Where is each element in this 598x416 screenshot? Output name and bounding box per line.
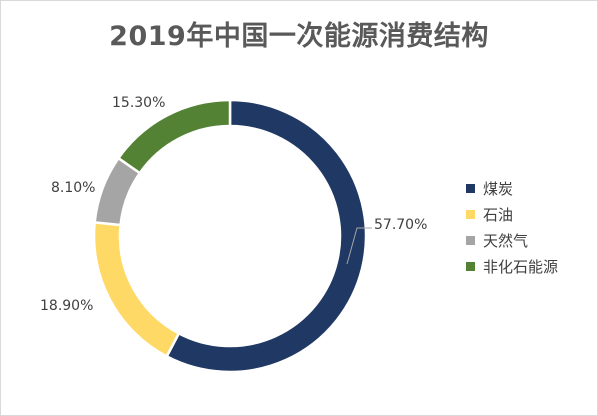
legend-swatch — [466, 261, 475, 271]
chart-title: 2019年中国一次能源消费结构 — [109, 21, 489, 52]
legend-swatch — [466, 183, 475, 193]
slice-4 — [116, 98, 232, 175]
data-label-2: 18.90% — [40, 298, 93, 314]
legend-swatch — [466, 209, 475, 219]
data-label-4: 15.30% — [112, 95, 165, 111]
legend-swatch — [466, 235, 475, 245]
slice-2 — [92, 220, 181, 359]
legend-label: 天然气 — [483, 231, 529, 250]
legend: 煤炭石油天然气非化石能源 — [466, 175, 558, 279]
data-label-1: 57.70% — [374, 217, 427, 233]
slice-1 — [165, 98, 368, 374]
data-label-3: 8.10% — [51, 180, 95, 196]
legend-item: 石油 — [466, 201, 558, 227]
legend-item: 煤炭 — [466, 175, 558, 201]
leader-line — [346, 227, 372, 265]
legend-item: 天然气 — [466, 227, 558, 253]
legend-label: 石油 — [483, 205, 514, 224]
legend-label: 非化石能源 — [483, 257, 559, 276]
legend-item: 非化石能源 — [466, 253, 558, 279]
legend-label: 煤炭 — [483, 179, 514, 198]
